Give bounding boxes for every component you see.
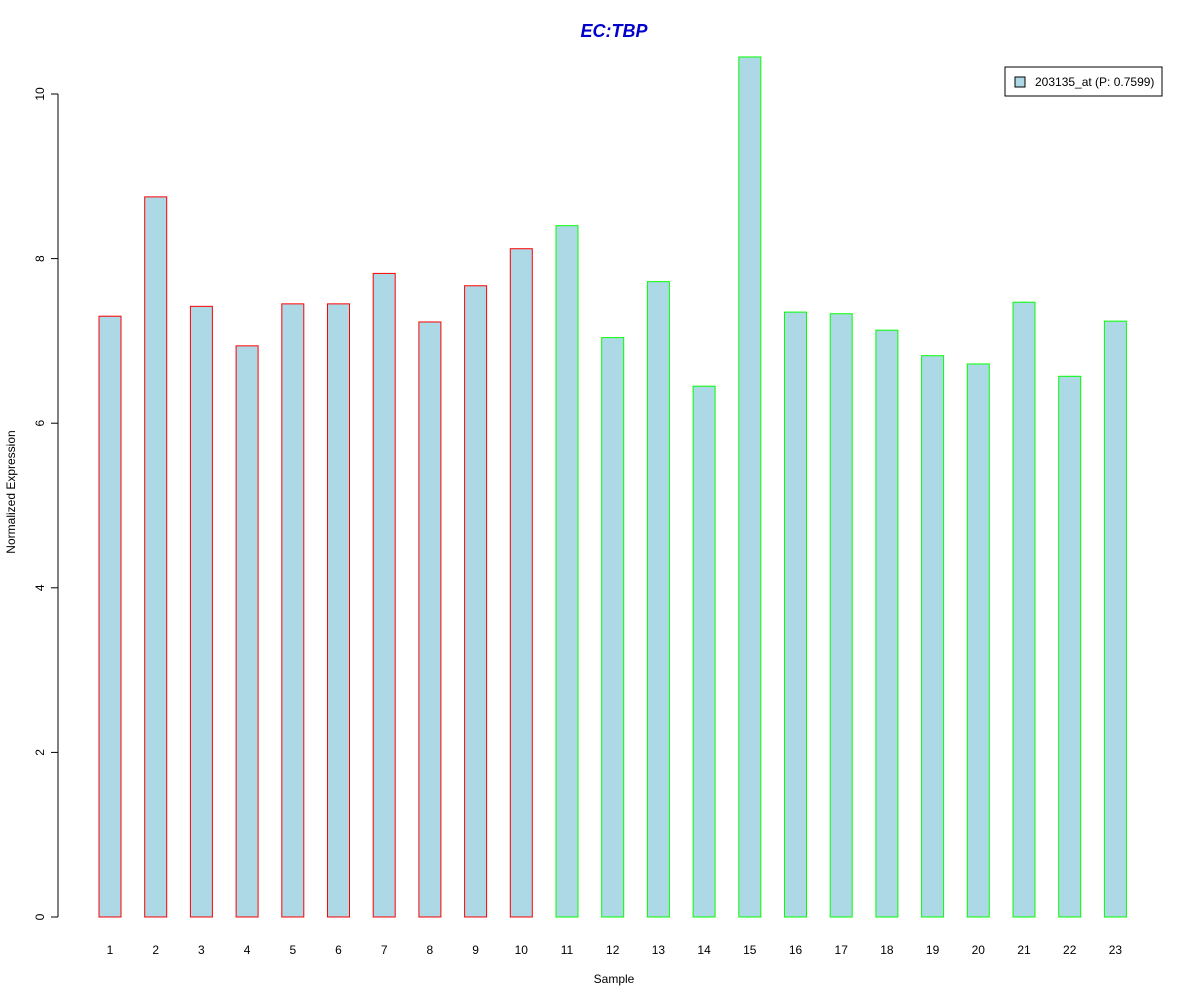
- bar-sample-3: [189, 305, 213, 918]
- y-tick-label: 8: [33, 255, 47, 262]
- x-tick-label: 23: [1109, 943, 1123, 957]
- y-axis-label: Normalized Expression: [4, 430, 18, 553]
- x-tick-label: 20: [972, 943, 986, 957]
- bar-sample-4: [235, 345, 259, 918]
- bar-sample-8: [418, 321, 442, 918]
- y-tick-label: 6: [33, 420, 47, 427]
- bar-sample-17: [829, 313, 853, 918]
- x-tick-label: 22: [1063, 943, 1077, 957]
- bar-sample-7: [372, 272, 396, 918]
- x-tick-label: 7: [381, 943, 388, 957]
- chart-title: EC:TBP: [581, 21, 649, 41]
- bar-sample-16: [784, 311, 807, 918]
- legend-swatch: [1014, 76, 1026, 88]
- bar-sample-19: [921, 355, 945, 918]
- bar-sample-13: [646, 281, 670, 918]
- bar-sample-20: [966, 363, 990, 918]
- x-tick-label: 10: [515, 943, 529, 957]
- bar-sample-2: [144, 196, 168, 918]
- x-tick-label: 15: [743, 943, 757, 957]
- bar-sample-14: [692, 385, 716, 918]
- x-tick-label: 6: [335, 943, 342, 957]
- x-tick-label: 18: [880, 943, 894, 957]
- y-tick-label: 4: [33, 584, 47, 591]
- x-axis-label: Sample: [594, 972, 635, 986]
- bar-sample-6: [327, 303, 350, 918]
- bars-group: [98, 56, 1127, 918]
- x-tick-label: 12: [606, 943, 620, 957]
- y-tick-label: 2: [33, 749, 47, 756]
- y-tick-label: 10: [33, 87, 47, 101]
- bar-sample-10: [509, 248, 533, 918]
- x-tick-label: 3: [198, 943, 205, 957]
- bar-sample-9: [464, 285, 488, 918]
- legend-label: 203135_at (P: 0.7599): [1035, 75, 1154, 89]
- x-tick-label: 2: [152, 943, 159, 957]
- bar-sample-1: [98, 315, 122, 918]
- x-tick-label: 14: [697, 943, 711, 957]
- x-tick-label: 8: [427, 943, 434, 957]
- legend-box: [1004, 66, 1163, 97]
- x-tick-label: 21: [1017, 943, 1031, 957]
- x-tick-label: 17: [835, 943, 849, 957]
- x-tick-label: 9: [472, 943, 479, 957]
- bar-sample-15: [738, 56, 762, 918]
- bar-sample-5: [281, 303, 305, 918]
- x-tick-label: 13: [652, 943, 666, 957]
- x-tick-label: 19: [926, 943, 940, 957]
- x-tick-label: 4: [244, 943, 251, 957]
- y-tick-label: 0: [33, 913, 47, 920]
- bar-sample-11: [555, 225, 579, 918]
- x-tick-label: 16: [789, 943, 803, 957]
- bar-sample-21: [1012, 301, 1036, 918]
- bar-sample-23: [1103, 320, 1127, 918]
- x-tick-labels: 1 2 3 4 5 6 7 8 9 10 11 12 13 14 15 16 17 18 19 20 21 22 23: [107, 943, 1123, 957]
- bar-sample-18: [875, 329, 899, 918]
- y-axis: 0 2 4 6 8 10: [33, 87, 59, 920]
- x-tick-label: 5: [289, 943, 296, 957]
- x-tick-label: 11: [561, 943, 574, 957]
- bar-sample-12: [601, 337, 625, 918]
- x-tick-label: 1: [107, 943, 114, 957]
- legend: 203135_at (P: 0.7599): [1004, 66, 1163, 97]
- bar-sample-22: [1058, 375, 1082, 918]
